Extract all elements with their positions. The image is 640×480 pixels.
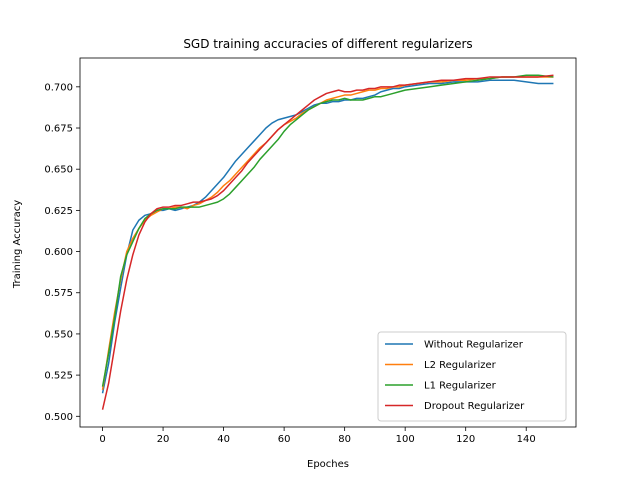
plot-frame (79, 57, 577, 428)
legend-label-l2-regularizer: L2 Regularizer (424, 360, 497, 371)
y-tick-label: 0.675 (44, 124, 73, 135)
x-tick-label: 20 (157, 434, 170, 445)
y-axis: 0.500 0.525 0.550 0.575 0.600 0.625 0.650 0.675… (44, 82, 80, 423)
y-tick-label: 0.500 (44, 412, 73, 423)
x-tick-label: 100 (396, 434, 415, 445)
chart-title: SGD training accuracies of different reg… (183, 37, 472, 51)
x-tick-label: 40 (217, 434, 230, 445)
legend-label-dropout-regularizer: Dropout Regularizer (424, 401, 525, 412)
y-tick-label: 0.600 (44, 247, 73, 258)
y-tick-label: 0.550 (44, 329, 73, 340)
series-layer (101, 74, 554, 410)
legend-label-without-regularizer: Without Regularizer (424, 340, 524, 351)
x-tick-label: 80 (338, 434, 351, 445)
x-axis: 0 20 40 60 80 100 120 140 (99, 427, 536, 445)
y-axis-label: Training Accuracy (12, 200, 23, 289)
series-line-dropout-regularizer (101, 74, 554, 410)
x-axis-label: Epoches (307, 459, 349, 470)
y-tick-label: 0.700 (44, 82, 73, 93)
x-tick-label: 120 (456, 434, 475, 445)
y-tick-label: 0.650 (44, 165, 73, 176)
legend: Without Regularizer L2 Regularizer L1 Regu… (377, 331, 567, 422)
x-tick-label: 0 (99, 434, 105, 445)
y-tick-label: 0.625 (44, 206, 73, 217)
legend-box (377, 331, 567, 422)
y-tick-label: 0.525 (44, 371, 73, 382)
x-tick-label: 140 (517, 434, 536, 445)
x-tick-label: 60 (278, 434, 291, 445)
legend-label-l1-regularizer: L1 Regularizer (424, 381, 497, 392)
series-line-l1-regularizer (101, 74, 554, 387)
series-line-without-regularizer (101, 79, 554, 394)
y-tick-label: 0.575 (44, 288, 73, 299)
